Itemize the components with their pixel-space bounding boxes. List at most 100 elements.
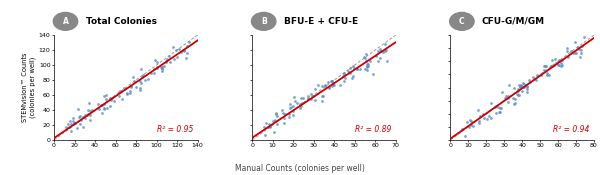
Point — [379, 50, 388, 53]
Point — [328, 79, 337, 82]
Point — [107, 97, 117, 99]
Point — [137, 67, 146, 70]
Point — [152, 65, 161, 68]
Point — [140, 79, 150, 82]
Point — [577, 52, 586, 55]
Point — [272, 122, 281, 125]
Point — [523, 86, 532, 89]
Point — [496, 106, 506, 109]
Point — [260, 133, 269, 136]
Text: R² = 0.94: R² = 0.94 — [553, 125, 590, 134]
Point — [509, 96, 518, 99]
Point — [136, 82, 145, 85]
Point — [278, 112, 287, 115]
Point — [517, 90, 526, 92]
Point — [578, 44, 587, 47]
Point — [486, 102, 496, 104]
Point — [310, 87, 320, 90]
Point — [126, 86, 136, 89]
Point — [479, 116, 489, 119]
Point — [114, 91, 124, 94]
Point — [339, 72, 349, 75]
Point — [181, 57, 191, 60]
Point — [529, 76, 538, 78]
Point — [152, 61, 161, 64]
Point — [126, 85, 136, 88]
Point — [143, 77, 153, 80]
Point — [109, 100, 119, 103]
Point — [146, 72, 156, 75]
Point — [131, 85, 140, 88]
Point — [553, 64, 563, 67]
Point — [271, 119, 280, 121]
Point — [158, 66, 167, 69]
Circle shape — [449, 12, 474, 30]
Point — [286, 103, 295, 106]
Point — [497, 91, 507, 94]
Point — [265, 125, 275, 128]
Point — [539, 65, 549, 68]
Point — [306, 92, 316, 95]
Point — [295, 103, 305, 106]
Point — [340, 77, 349, 80]
Point — [83, 113, 93, 116]
Point — [296, 105, 306, 108]
Point — [182, 52, 191, 55]
Point — [101, 97, 111, 100]
Point — [280, 113, 289, 116]
Point — [364, 63, 373, 65]
Point — [375, 57, 385, 60]
Point — [500, 97, 509, 100]
Point — [539, 69, 549, 72]
Point — [161, 60, 171, 63]
Point — [557, 64, 566, 67]
Point — [349, 65, 358, 68]
Point — [165, 61, 175, 64]
Point — [327, 85, 337, 88]
Point — [462, 121, 472, 123]
Point — [76, 119, 86, 121]
Point — [544, 74, 554, 77]
Point — [457, 127, 467, 130]
Point — [346, 67, 355, 70]
Point — [303, 96, 313, 99]
Point — [541, 65, 551, 68]
Point — [362, 62, 372, 65]
Point — [325, 87, 334, 90]
Y-axis label: STEMvision™ Counts
(colonies per well): STEMvision™ Counts (colonies per well) — [22, 53, 36, 122]
Point — [518, 85, 528, 88]
Point — [284, 113, 294, 115]
Point — [523, 90, 532, 93]
Point — [571, 40, 580, 43]
Point — [70, 121, 80, 124]
Point — [467, 124, 476, 126]
Point — [571, 52, 580, 54]
Point — [514, 90, 523, 93]
Point — [491, 106, 500, 108]
Point — [122, 93, 132, 96]
Point — [349, 66, 358, 69]
Point — [68, 120, 78, 123]
Point — [182, 45, 191, 48]
Point — [518, 82, 527, 84]
Point — [579, 35, 589, 38]
Text: R² = 0.95: R² = 0.95 — [157, 125, 193, 134]
Point — [125, 92, 135, 95]
Point — [491, 112, 501, 115]
Point — [576, 49, 586, 52]
Point — [478, 112, 487, 115]
Point — [343, 69, 352, 72]
Point — [308, 95, 318, 97]
Point — [70, 121, 80, 124]
Point — [335, 83, 345, 86]
Point — [69, 122, 79, 125]
Point — [86, 119, 95, 122]
Point — [175, 48, 184, 51]
Point — [325, 86, 334, 89]
Point — [157, 68, 167, 71]
Point — [306, 97, 316, 100]
Point — [164, 54, 174, 57]
Point — [360, 68, 370, 70]
Point — [93, 103, 103, 106]
Point — [474, 120, 484, 123]
